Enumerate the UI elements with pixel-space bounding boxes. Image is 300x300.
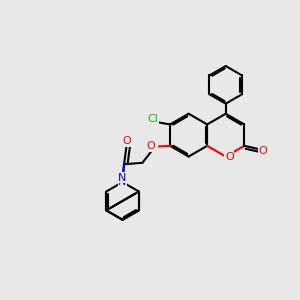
Text: O: O [123,136,131,146]
Text: N: N [118,172,127,183]
Text: O: O [146,141,155,152]
Text: O: O [259,146,267,156]
Text: N: N [118,177,127,187]
Text: Cl: Cl [148,114,159,124]
Text: O: O [225,152,234,161]
